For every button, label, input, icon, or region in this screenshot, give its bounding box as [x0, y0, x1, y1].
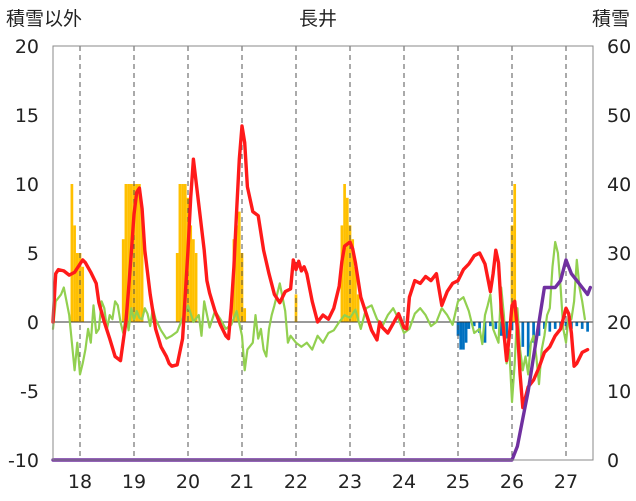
- orange-bar: [189, 225, 193, 322]
- left-y-tick-label: 10: [15, 174, 39, 196]
- orange-bar: [138, 184, 141, 322]
- left-axis-label: 積雪以外: [6, 8, 82, 30]
- x-tick-label: 18: [68, 471, 92, 493]
- blue-bar: [494, 322, 498, 329]
- blue-bar: [464, 322, 468, 343]
- left-y-tick-label: 20: [15, 36, 39, 58]
- orange-bar: [243, 308, 247, 322]
- orange-bar: [175, 253, 179, 322]
- orange-bar: [356, 294, 360, 322]
- right-y-tick-label: 0: [607, 450, 619, 472]
- x-tick-label: 21: [230, 471, 254, 493]
- gridlines: [53, 46, 593, 460]
- x-tick-label: 27: [554, 471, 578, 493]
- blue-bar: [462, 322, 465, 350]
- right-y-tick-label: 40: [607, 174, 631, 196]
- orange-bar: [140, 211, 144, 322]
- blue-bar: [543, 322, 546, 329]
- blue-bar: [459, 322, 463, 350]
- left-y-tick-label: -10: [8, 450, 39, 472]
- blue-bar: [505, 322, 508, 339]
- red-series-line: [51, 124, 590, 410]
- orange-bar: [124, 184, 128, 322]
- orange-bar: [75, 253, 79, 322]
- blue-bar: [499, 322, 503, 336]
- orange-bar: [345, 197, 349, 322]
- left-y-tick-label: 0: [27, 312, 39, 334]
- blue-bar: [526, 322, 530, 357]
- blue-bar: [586, 322, 589, 332]
- axes-layer: -10 -5 0 5 10 15 20 0 10 20 30 40 50 60 18 19 20 21 22 23 24…: [8, 36, 631, 493]
- blue-bar: [489, 322, 492, 327]
- orange-bar: [78, 253, 82, 322]
- series-layer: [51, 124, 592, 462]
- orange-bar: [192, 239, 195, 322]
- left-y-tick-label: -5: [20, 381, 39, 403]
- blue-bar: [472, 322, 476, 327]
- blue-bar: [548, 322, 552, 332]
- orange-bar: [513, 184, 517, 322]
- plot-frame: [52, 45, 594, 461]
- orange-bar: [240, 253, 244, 322]
- orange-bar: [235, 225, 238, 322]
- x-tick-label: 23: [338, 471, 362, 493]
- blue-bar: [553, 322, 557, 329]
- orange-bar: [181, 184, 184, 322]
- right-y-tick-label: 30: [607, 243, 631, 265]
- orange-bar: [183, 184, 187, 322]
- x-tick-label: 26: [500, 471, 524, 493]
- blue-bar: [478, 322, 481, 334]
- orange-bar: [351, 239, 355, 322]
- orange-bar: [178, 184, 182, 322]
- right-y-tick-label: 10: [607, 381, 631, 403]
- x-tick-label: 25: [446, 471, 470, 493]
- x-tick-label: 24: [392, 471, 416, 493]
- blue-bar: [564, 322, 568, 327]
- orange-bar: [354, 266, 357, 322]
- x-tick-label: 19: [122, 471, 146, 493]
- orange-bar: [135, 184, 139, 322]
- chart-title: 長井: [299, 8, 337, 30]
- orange-bar: [127, 184, 130, 322]
- blue-bar: [521, 322, 525, 347]
- blue-bar: [580, 322, 584, 329]
- orange-bar: [70, 184, 74, 322]
- left-y-tick-label: 5: [27, 243, 39, 265]
- orange-bar: [194, 253, 198, 322]
- right-y-tick-label: 60: [607, 36, 631, 58]
- blue-bar: [483, 322, 487, 343]
- right-y-tick-label: 50: [607, 105, 631, 127]
- orange-bar: [121, 239, 125, 322]
- blue-bar: [575, 322, 579, 327]
- x-tick-label: 20: [176, 471, 200, 493]
- left-y-tick-label: 15: [15, 105, 39, 127]
- purple-series-line: [51, 258, 592, 462]
- green-series-line: [51, 240, 587, 404]
- right-y-tick-label: 20: [607, 312, 631, 334]
- blue-bar: [467, 322, 471, 329]
- orange-bar: [81, 266, 85, 322]
- blue-bar: [532, 322, 535, 343]
- x-tick-label: 22: [284, 471, 308, 493]
- right-axis-label: 積雪: [592, 8, 630, 30]
- orange-bar: [237, 211, 241, 322]
